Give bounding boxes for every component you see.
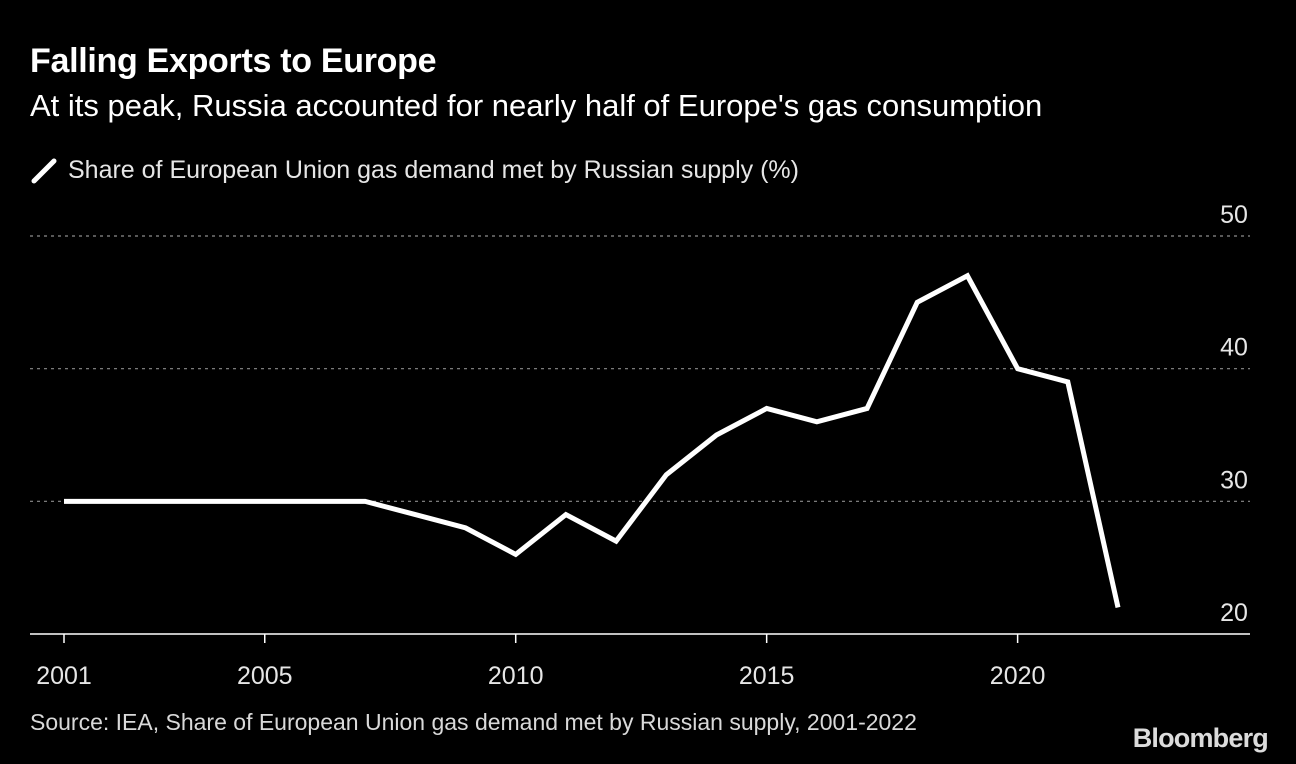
data-point-2001: [62, 499, 67, 504]
data-point-2007: [363, 499, 368, 504]
data-point-2015: [764, 406, 769, 411]
x-tick-label: 2015: [739, 662, 795, 690]
data-point-2005: [262, 499, 267, 504]
chart-title: Falling Exports to Europe: [30, 42, 437, 80]
data-point-2008: [413, 512, 418, 517]
data-point-2003: [162, 499, 167, 504]
series-layer: [62, 272, 1121, 610]
grid-lines: [30, 235, 1250, 502]
axes: 20 30 40 50 2001 2005 2010 2015 2020: [30, 201, 1250, 690]
data-point-2010: [513, 552, 518, 557]
x-tick-label: 2010: [488, 662, 544, 690]
data-point-2021: [1065, 379, 1070, 384]
y-tick-label: 30: [1220, 466, 1248, 494]
legend-label: Share of European Union gas demand met b…: [68, 156, 799, 184]
data-point-2016: [814, 419, 819, 424]
data-point-2006: [312, 499, 317, 504]
y-tick-label: 20: [1220, 599, 1248, 627]
y-tick-label: 50: [1220, 201, 1248, 229]
data-point-2014: [714, 433, 719, 438]
data-point-2012: [614, 539, 619, 544]
data-point-2020: [1015, 366, 1020, 371]
x-tick-label: 2005: [237, 662, 293, 690]
chart-subtitle: At its peak, Russia accounted for nearly…: [30, 88, 1043, 123]
x-tick-label: 2001: [36, 662, 92, 690]
data-point-2018: [915, 300, 920, 305]
y-tick-label: 40: [1220, 334, 1248, 362]
data-point-2022: [1116, 605, 1121, 610]
bloomberg-logo: Bloomberg: [1132, 723, 1269, 753]
data-point-2002: [112, 499, 117, 504]
source-note: Source: IEA, Share of European Union gas…: [30, 709, 917, 735]
series-line-0: [64, 272, 1121, 609]
line-swatch-icon: [31, 158, 57, 183]
legend: Share of European Union gas demand met b…: [30, 156, 799, 185]
data-point-2009: [463, 525, 468, 530]
x-tick-label: 2020: [990, 662, 1046, 690]
data-point-2013: [664, 472, 669, 477]
data-point-2004: [212, 499, 217, 504]
data-point-2017: [865, 406, 870, 411]
data-point-2019: [965, 273, 970, 278]
data-point-2011: [563, 512, 568, 517]
